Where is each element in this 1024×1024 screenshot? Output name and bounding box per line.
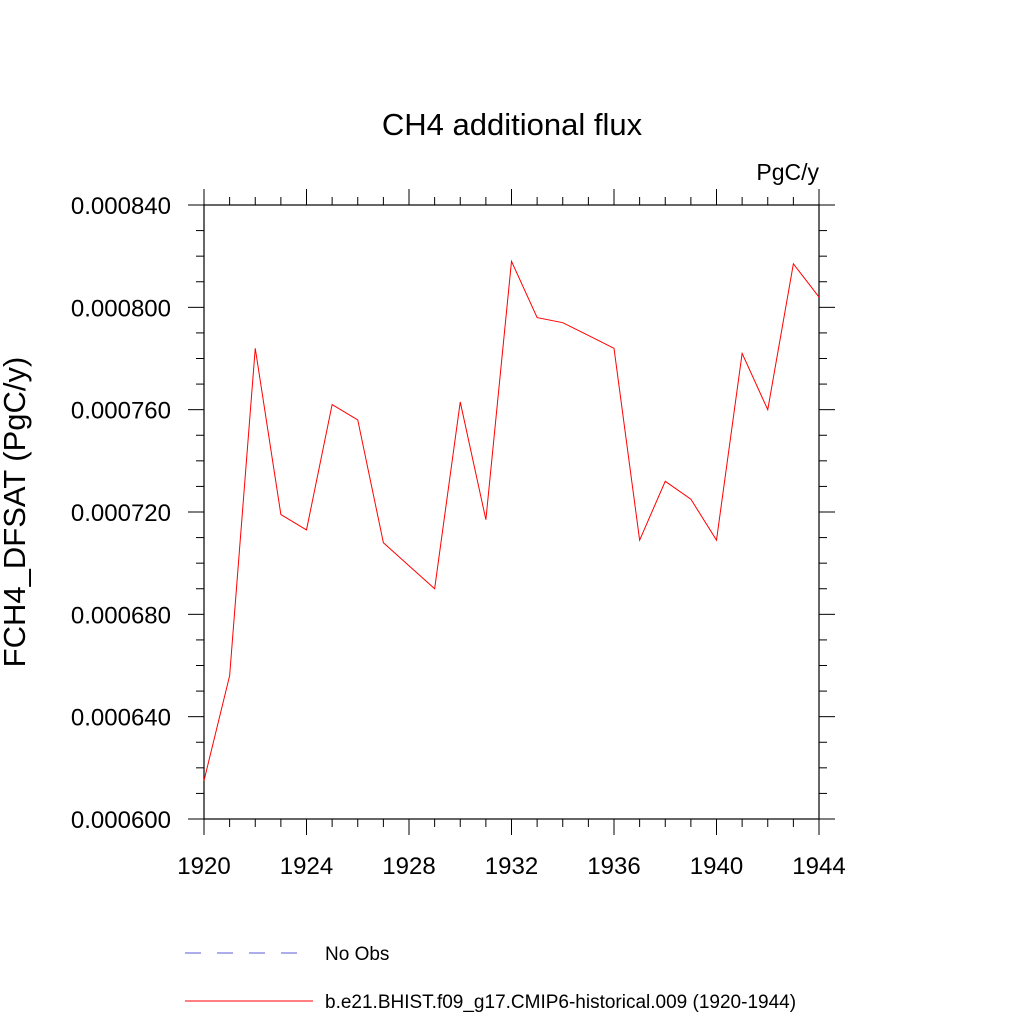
- y-axis-label: FCH4_DFSAT (PgC/y): [0, 357, 32, 668]
- y-tick-label: 0.000760: [71, 398, 171, 425]
- x-tick-label: 1940: [690, 853, 743, 880]
- legend-label-model: b.e21.BHIST.f09_g17.CMIP6-historical.009…: [325, 992, 796, 1013]
- x-tick-label: 1936: [587, 853, 640, 880]
- legend: No Obs b.e21.BHIST.f09_g17.CMIP6-histori…: [185, 944, 796, 1013]
- y-tick-label: 0.000600: [71, 807, 171, 834]
- y-tick-label: 0.000680: [71, 602, 171, 629]
- chart-title: CH4 additional flux: [382, 107, 643, 142]
- y-tick-label: 0.000800: [71, 295, 171, 322]
- x-tick-label: 1924: [280, 853, 333, 880]
- y-tick-label: 0.000640: [71, 705, 171, 732]
- y-tick-label: 0.000840: [71, 193, 171, 220]
- y-tick-label: 0.000720: [71, 500, 171, 527]
- x-tick-label: 1944: [792, 853, 845, 880]
- y-tick-labels: 0.000600 0.000640 0.000680 0.000720 0.000760…: [71, 193, 171, 834]
- series-layer: [203, 259, 820, 781]
- x-tick-label: 1932: [485, 853, 538, 880]
- x-tick-label: 1920: [177, 853, 230, 880]
- units-label: PgC/y: [756, 159, 819, 185]
- x-tick-labels: 1920 1924 1928 1932 1936 1940 1944: [177, 853, 845, 880]
- major-ticks: [188, 189, 835, 835]
- plot-frame: [203, 204, 820, 820]
- legend-label-no-obs: No Obs: [325, 944, 389, 965]
- series-line: [203, 259, 820, 781]
- minor-ticks: [196, 197, 827, 827]
- x-tick-label: 1928: [382, 853, 435, 880]
